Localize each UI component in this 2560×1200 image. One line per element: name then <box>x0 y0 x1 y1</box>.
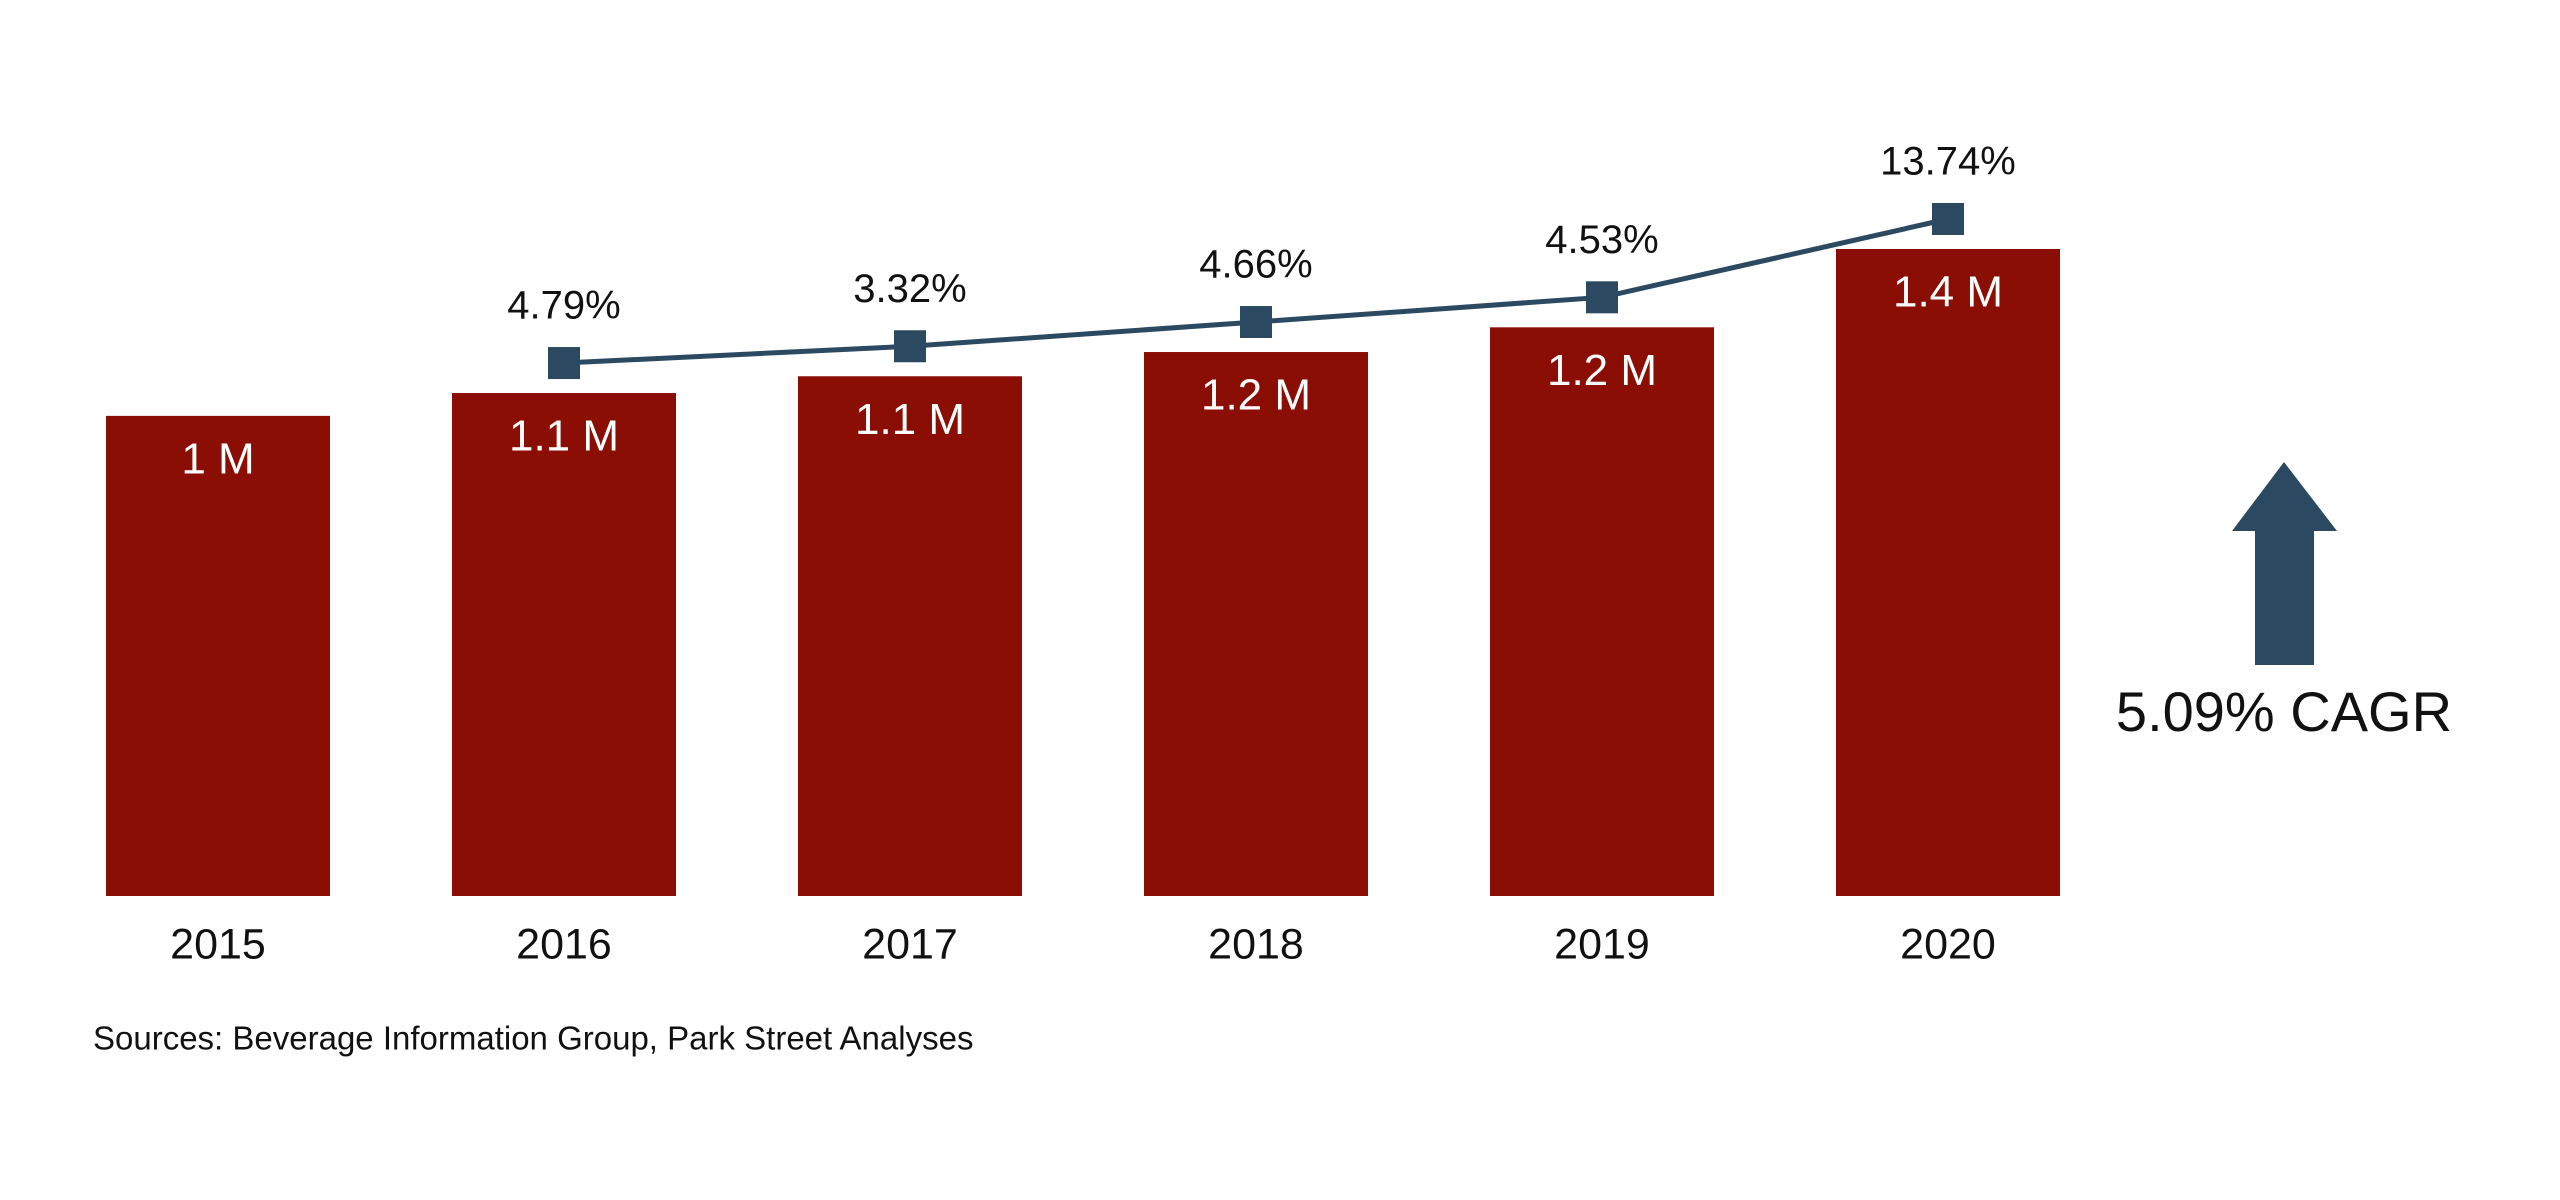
cagr-arrow <box>2232 462 2337 665</box>
x-tick-label: 2015 <box>170 920 266 968</box>
x-tick-label: 2019 <box>1554 920 1650 968</box>
cagr-annotation: 5.09% CAGR <box>2116 680 2452 743</box>
growth-label: 3.32% <box>853 267 966 311</box>
growth-label: 4.79% <box>507 284 620 328</box>
bar <box>798 376 1022 897</box>
bar-value-label: 1 M <box>181 435 254 484</box>
growth-marker <box>1586 281 1618 314</box>
bar <box>1144 352 1368 896</box>
bar <box>106 415 330 896</box>
growth-line <box>563 216 1949 366</box>
growth-marker <box>894 330 926 363</box>
source-note: Sources: Beverage Information Group, Par… <box>93 1020 973 1057</box>
bar-value-label: 1.1 M <box>509 412 619 461</box>
growth-marker <box>548 347 580 380</box>
x-tick-label: 2018 <box>1208 920 1304 968</box>
x-tick-label: 2020 <box>1900 920 1996 968</box>
growth-label: 4.66% <box>1199 243 1312 287</box>
bar <box>1490 327 1714 896</box>
growth-label: 4.53% <box>1545 218 1658 262</box>
growth-marker <box>1932 203 1964 235</box>
x-tick-label: 2016 <box>516 920 612 968</box>
bar-value-label: 1.4 M <box>1893 268 2003 317</box>
bar-value-label: 1.1 M <box>855 395 965 444</box>
growth-label: 13.74% <box>1880 140 2016 184</box>
growth-marker <box>1240 306 1272 339</box>
bar-value-label: 1.2 M <box>1547 346 1657 395</box>
x-tick-label: 2017 <box>862 920 958 968</box>
bar <box>1836 249 2060 896</box>
bar-value-label: 1.2 M <box>1201 371 1311 420</box>
bar <box>452 393 676 896</box>
